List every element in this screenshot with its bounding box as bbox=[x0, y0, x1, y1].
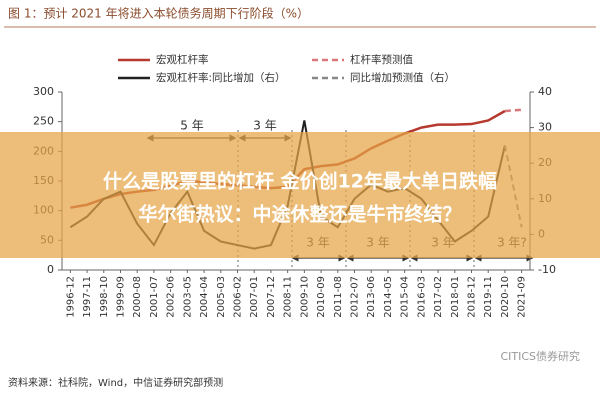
banner-line: 华尔街热议：中途休整还是牛市终结？ bbox=[138, 203, 461, 226]
banner bbox=[0, 132, 600, 258]
chart-title: 图 1：预计 2021 年将进入本轮债务周期下行阶段（%） bbox=[8, 6, 309, 21]
x-tick-label: 1998-10 bbox=[99, 276, 110, 318]
y-tick-label: 0 bbox=[47, 263, 54, 276]
x-tick-label: 2013-06 bbox=[366, 276, 377, 318]
annotation: 5 年 bbox=[180, 119, 203, 133]
y2-tick-label: 30 bbox=[538, 121, 552, 134]
x-tick-label: 2017-02 bbox=[433, 276, 444, 318]
y2-tick-label: -10 bbox=[538, 263, 556, 276]
series-line bbox=[504, 108, 522, 113]
x-tick-label: 1997-11 bbox=[82, 276, 93, 318]
x-tick-label: 2007-12 bbox=[266, 276, 277, 318]
annotation: 3 年 bbox=[253, 119, 276, 133]
x-tick-label: 2007-01 bbox=[249, 276, 260, 318]
legend-label: 宏观杠杆率 bbox=[156, 53, 209, 66]
x-tick-label: 2002-06 bbox=[166, 276, 177, 318]
x-tick-label: 2003-05 bbox=[182, 276, 193, 318]
banner-line: 什么是股票里的杠杆 金价创12年最大单日跌幅 bbox=[103, 170, 497, 193]
x-tick-label: 2019-11 bbox=[483, 276, 494, 318]
x-tick-label: 2011-08 bbox=[333, 276, 344, 318]
x-tick-label: 2008-11 bbox=[283, 276, 294, 318]
x-tick-label: 2014-05 bbox=[383, 276, 394, 318]
x-tick-label: 1999-09 bbox=[116, 276, 127, 318]
x-tick-label: 1996-12 bbox=[65, 276, 76, 318]
legend-label: 杠杆率预测值 bbox=[350, 53, 413, 66]
source-note: 资料来源：社科院，Wind，中信证券研究部预测 bbox=[8, 376, 223, 389]
x-tick-label: 2010-09 bbox=[316, 276, 327, 318]
x-tick-label: 2006-02 bbox=[233, 276, 244, 318]
x-tick-label: 2018-12 bbox=[467, 276, 478, 318]
x-tick-label: 2016-03 bbox=[416, 276, 427, 318]
x-tick-label: 2020-10 bbox=[500, 276, 511, 318]
y-tick-label: 250 bbox=[33, 115, 54, 128]
x-tick-label: 2018-01 bbox=[450, 276, 461, 318]
legend-label: 宏观杠杆率:同比增加（右） bbox=[156, 71, 286, 84]
x-tick-label: 2009-10 bbox=[299, 276, 310, 318]
x-tick-label: 2015-04 bbox=[400, 276, 411, 318]
x-tick-label: 2012-07 bbox=[350, 276, 361, 318]
x-tick-label: 2004-04 bbox=[199, 276, 210, 318]
x-tick-label: 2001-07 bbox=[149, 276, 160, 318]
x-tick-label: 2021-09 bbox=[517, 276, 528, 318]
x-tick-label: 2000-08 bbox=[132, 276, 143, 318]
x-tick-label: 2005-03 bbox=[216, 276, 227, 318]
y2-tick-label: 40 bbox=[538, 85, 552, 98]
y-tick-label: 300 bbox=[33, 85, 54, 98]
legend-label: 同比增加预测值（右） bbox=[350, 71, 455, 84]
watermark: CITICS债券研究 bbox=[500, 349, 580, 363]
